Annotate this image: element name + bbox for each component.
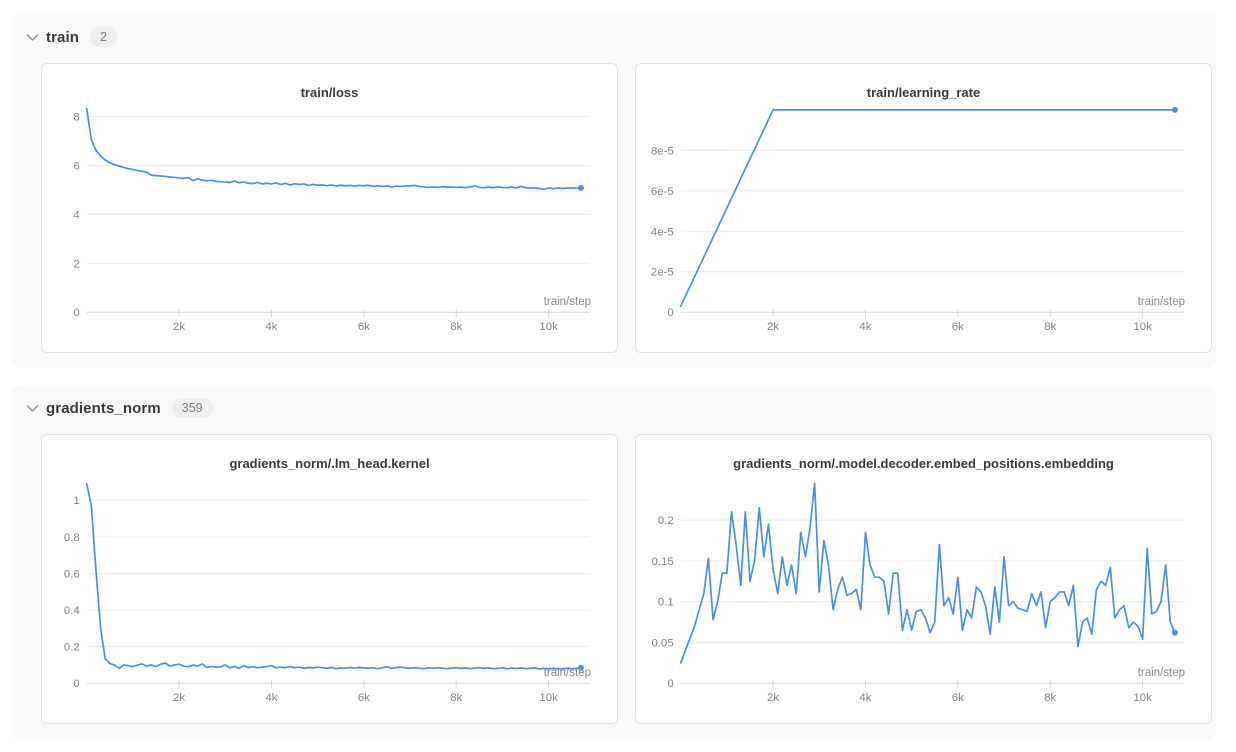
x-tick-label: 6k — [358, 692, 370, 704]
y-tick-label: 8e-5 — [651, 146, 674, 158]
y-tick-label: 0.6 — [64, 569, 80, 581]
y-tick-label: 0 — [667, 307, 673, 319]
y-tick-label: 0.15 — [652, 556, 674, 568]
x-tick-label: 2k — [767, 321, 779, 333]
section-label: train — [46, 29, 79, 46]
chart-row: 0 0.2 0.4 0.6 0.8 1 2k 4k 6k 8k 10k gradients_norm… — [12, 418, 1216, 724]
y-tick-label: 0.05 — [652, 638, 674, 650]
x-tick-label: 4k — [265, 692, 277, 704]
y-tick-label: 6e-5 — [651, 186, 674, 198]
y-tick-label: 2e-5 — [651, 267, 674, 279]
x-axis-title: train/step — [1138, 667, 1185, 679]
y-tick-label: 0.4 — [64, 605, 81, 617]
x-tick-label: 2k — [173, 692, 185, 704]
y-tick-label: 0.8 — [64, 532, 80, 544]
x-tick-label: 8k — [1044, 692, 1056, 704]
series-end-dot — [1172, 107, 1178, 113]
y-tick-label: 0 — [73, 678, 79, 690]
chevron-down-icon[interactable] — [26, 33, 39, 42]
chart-row: 0 2 4 6 8 2k 4k 6k 8k 10k train/loss train/step 0… — [12, 47, 1216, 353]
y-tick-label: 2 — [73, 259, 79, 271]
y-tick-label: 0.1 — [658, 597, 674, 609]
x-tick-label: 4k — [859, 321, 871, 333]
chart-title: gradients_norm/.lm_head.kernel — [42, 456, 617, 471]
section-label: gradients_norm — [46, 400, 161, 417]
chart-title: train/learning_rate — [636, 85, 1211, 100]
chart-card-train-loss: 0 2 4 6 8 2k 4k 6k 8k 10k train/loss train/step — [41, 63, 618, 353]
series-line — [681, 110, 1175, 306]
series-end-dot — [578, 185, 584, 191]
y-tick-label: 1 — [73, 495, 79, 507]
chart-title: train/loss — [42, 85, 617, 100]
y-tick-label: 0 — [667, 678, 673, 690]
y-tick-label: 8 — [73, 112, 79, 124]
x-tick-label: 2k — [767, 692, 779, 704]
x-tick-label: 10k — [539, 692, 558, 704]
series-end-dot — [1172, 630, 1178, 636]
section-count-badge: 359 — [172, 398, 213, 418]
x-tick-label: 8k — [450, 692, 462, 704]
chevron-down-icon[interactable] — [26, 404, 39, 413]
chart-canvas-embed-positions-embedding[interactable]: 0 0.05 0.1 0.15 0.2 2k 4k 6k 8k 10k — [636, 435, 1211, 723]
x-tick-label: 6k — [358, 321, 370, 333]
chart-canvas-train-learning-rate[interactable]: 0 2e-5 4e-5 6e-5 8e-5 2k 4k 6k 8k 10k — [636, 64, 1211, 352]
x-tick-label: 10k — [1133, 321, 1152, 333]
chart-canvas-train-loss[interactable]: 0 2 4 6 8 2k 4k 6k 8k 10k — [42, 64, 617, 352]
series-line — [681, 484, 1175, 664]
x-axis-title: train/step — [544, 667, 591, 679]
chart-card-embed-positions-embedding: 0 0.05 0.1 0.15 0.2 2k 4k 6k 8k 10k gradients_nor… — [635, 434, 1212, 724]
x-tick-label: 10k — [1133, 692, 1152, 704]
x-tick-label: 10k — [539, 321, 558, 333]
x-tick-label: 8k — [1044, 321, 1056, 333]
x-tick-label: 8k — [450, 321, 462, 333]
section-count-badge: 2 — [90, 27, 117, 47]
section-train: train 2 0 2 4 6 8 2k 4k 6k 8k 10k train/loss trai… — [12, 14, 1216, 368]
section-gradients-norm: gradients_norm 359 0 0.2 0.4 0.6 0.8 1 2k 4k 6k 8… — [12, 385, 1216, 739]
section-header-train[interactable]: train 2 — [12, 14, 1216, 47]
series-line — [87, 109, 581, 190]
x-axis-title: train/step — [1138, 296, 1185, 308]
y-tick-label: 4e-5 — [651, 227, 674, 239]
chart-card-lm-head-kernel: 0 0.2 0.4 0.6 0.8 1 2k 4k 6k 8k 10k gradients_norm… — [41, 434, 618, 724]
x-tick-label: 4k — [859, 692, 871, 704]
section-header-gradients-norm[interactable]: gradients_norm 359 — [12, 385, 1216, 418]
x-axis-title: train/step — [544, 296, 591, 308]
x-tick-label: 6k — [952, 692, 964, 704]
chart-title: gradients_norm/.model.decoder.embed_posi… — [636, 456, 1211, 471]
y-tick-label: 0.2 — [658, 515, 674, 527]
chart-canvas-lm-head-kernel[interactable]: 0 0.2 0.4 0.6 0.8 1 2k 4k 6k 8k 10k — [42, 435, 617, 723]
y-tick-label: 0.2 — [64, 642, 80, 654]
series-line — [87, 484, 581, 669]
x-tick-label: 2k — [173, 321, 185, 333]
y-tick-label: 6 — [73, 161, 79, 173]
y-tick-label: 4 — [73, 210, 80, 222]
y-tick-label: 0 — [73, 307, 79, 319]
x-tick-label: 6k — [952, 321, 964, 333]
chart-card-train-learning-rate: 0 2e-5 4e-5 6e-5 8e-5 2k 4k 6k 8k 10k train/learn… — [635, 63, 1212, 353]
x-tick-label: 4k — [265, 321, 277, 333]
